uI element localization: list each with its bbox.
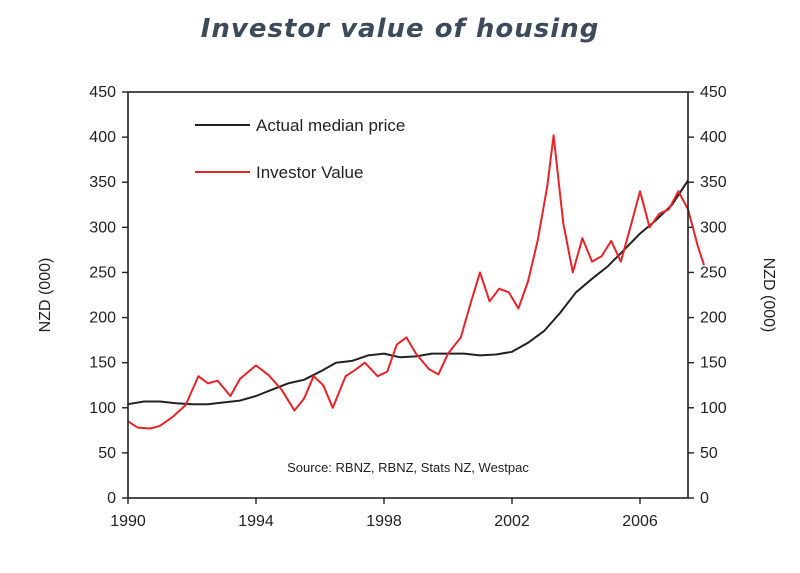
x-tick-label: 1998 <box>366 513 402 530</box>
y-tick-label-left: 400 <box>89 129 116 146</box>
series-line-investor-value <box>127 134 705 430</box>
y-tick-label-right: 250 <box>700 264 727 281</box>
legend-label-actual-median-price: Actual median price <box>256 116 405 135</box>
y-tick-label-left: 200 <box>89 310 116 327</box>
y-tick-label-left: 450 <box>89 84 116 101</box>
y-tick-label-left: 250 <box>89 264 116 281</box>
y-tick-label-right: 200 <box>700 310 727 327</box>
legend-label-investor-value: Investor Value <box>256 163 363 182</box>
x-tick-label: 2006 <box>622 513 658 530</box>
y-tick-label-left: 100 <box>89 400 116 417</box>
y-tick-label-right: 350 <box>700 174 727 191</box>
y-tick-label-left: 350 <box>89 174 116 191</box>
legend: Actual median price Investor Value <box>195 116 405 182</box>
y-tick-label-right: 450 <box>700 84 727 101</box>
y-tick-label-right: 0 <box>700 490 709 507</box>
x-tick-label: 2002 <box>494 513 530 530</box>
series-lines <box>127 134 705 430</box>
x-tick-label: 1994 <box>238 513 274 530</box>
left-axis-label: NZD (000) <box>37 258 54 333</box>
y-tick-label-left: 50 <box>98 445 116 462</box>
x-axis-ticks: 1990 1994 1998 2002 2006 <box>110 513 658 530</box>
y-tick-label-right: 300 <box>700 219 727 236</box>
right-axis-label: NZD (000) <box>760 258 777 333</box>
source-note: Source: RBNZ, RBNZ, Stats NZ, Westpac <box>287 460 529 475</box>
y-tick-label-left: 300 <box>89 219 116 236</box>
y-tick-label-left: 0 <box>107 490 116 507</box>
y-tick-label-right: 100 <box>700 400 727 417</box>
left-y-axis-ticks: 0 50 100 150 200 250 300 350 400 450 <box>89 84 116 507</box>
y-tick-label-right: 400 <box>700 129 727 146</box>
tick-marks <box>122 91 694 504</box>
chart-title: Investor value of housing <box>200 14 600 44</box>
x-tick-label: 1990 <box>110 513 146 530</box>
plot-area-frame <box>127 91 689 499</box>
y-tick-label-right: 150 <box>700 355 727 372</box>
y-tick-label-left: 150 <box>89 355 116 372</box>
series-line-actual-median-price <box>127 179 689 406</box>
right-y-axis-ticks: 0 50 100 150 200 250 300 350 400 450 <box>700 84 727 507</box>
y-tick-label-right: 50 <box>700 445 718 462</box>
